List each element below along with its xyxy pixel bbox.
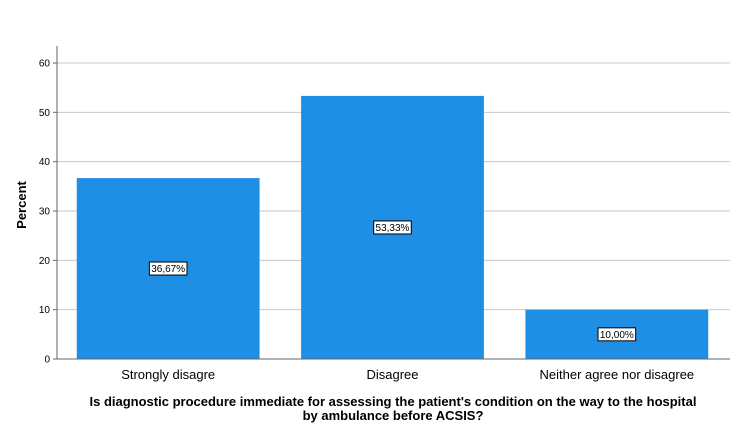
x-tick-label: Neither agree nor disagree: [540, 367, 695, 382]
data-label: 36,67%: [151, 264, 185, 275]
y-axis-title: Percent: [14, 180, 29, 228]
data-label: 53,33%: [376, 223, 410, 234]
y-tick-label: 60: [39, 59, 51, 70]
y-tick-label: 40: [39, 157, 51, 168]
y-tick-label: 0: [44, 355, 50, 366]
x-tick-label: Strongly disagre: [121, 367, 215, 382]
data-label-box: [148, 261, 188, 276]
y-tick-label: 10: [39, 305, 51, 316]
data-label-box: [373, 220, 412, 235]
data-label-box: [597, 327, 637, 342]
y-tick-label: 30: [39, 207, 51, 218]
y-tick-label: 50: [39, 108, 51, 119]
data-labels: 36,67% 53,33% 10,00%: [148, 220, 637, 342]
data-label: 10,00%: [600, 330, 634, 341]
axes: 0 10 20 30 40 50 60 Strongly disagre Disagree Nei…: [39, 46, 730, 382]
x-tick-label: Disagree: [366, 367, 418, 382]
x-axis-title-line-2: by ambulance before ACSIS?: [303, 408, 484, 423]
x-axis-title-line-1: Is diagnostic procedure immediate for as…: [90, 394, 697, 409]
y-tick-label: 20: [39, 256, 51, 267]
